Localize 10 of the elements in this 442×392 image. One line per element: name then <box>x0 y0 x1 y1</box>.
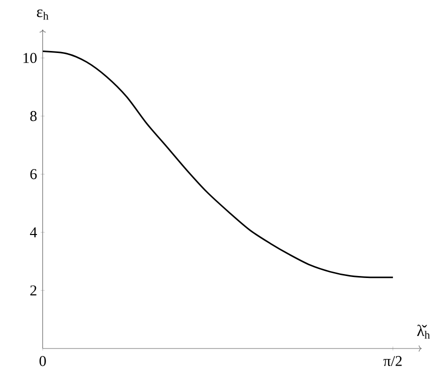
y-tick-label: 2 <box>30 285 36 296</box>
x-tick-label: 0 <box>40 356 46 366</box>
y-tick-label: 10 <box>24 52 37 64</box>
y-axis-title: ε$_{h}$ <box>36 9 48 20</box>
x-tick-label: π/2 <box>384 356 402 366</box>
y-tick-label: 8 <box>30 111 37 122</box>
y-tick-label: 6 <box>30 169 37 180</box>
line-series <box>42 50 394 278</box>
x-axis-title: λ̌$_{h}$ <box>417 324 430 339</box>
y-tick-label: 4 <box>30 227 37 238</box>
